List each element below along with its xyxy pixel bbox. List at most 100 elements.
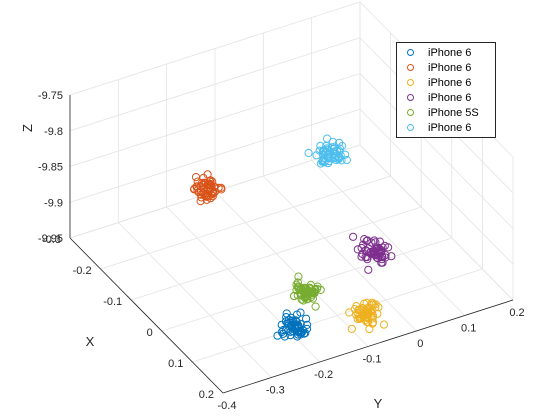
data-point — [312, 151, 321, 160]
data-point — [370, 250, 379, 259]
data-point — [372, 244, 381, 253]
data-point — [365, 325, 374, 334]
legend-label: iPhone 6 — [428, 46, 472, 59]
data-point — [201, 189, 210, 198]
data-point — [384, 243, 393, 252]
data-point — [379, 320, 389, 329]
data-point — [279, 325, 288, 335]
data-point — [207, 190, 216, 199]
legend-label: iPhone 6 — [428, 91, 472, 104]
data-points — [190, 134, 396, 341]
y-axis-line — [222, 299, 514, 394]
data-point — [327, 143, 336, 152]
x-tick-label: -0.2 — [73, 265, 92, 277]
data-point — [293, 278, 302, 287]
data-point — [321, 147, 331, 156]
data-point — [296, 286, 305, 295]
legend-label: iPhone 6 — [428, 76, 472, 89]
y-tick-label: -0.1 — [363, 354, 382, 366]
data-point — [363, 307, 372, 316]
y-tick-label: -0.2 — [314, 369, 333, 381]
data-point — [359, 240, 368, 249]
data-point — [387, 252, 396, 261]
series-2 — [190, 170, 226, 206]
data-point — [361, 246, 370, 255]
data-point — [363, 255, 372, 264]
data-point — [277, 320, 286, 329]
data-point — [330, 144, 339, 153]
data-point — [292, 322, 302, 331]
x-axis-line — [69, 237, 224, 394]
series-5 — [289, 272, 325, 311]
grid-line-wall-x-z — [69, 108, 361, 203]
data-point — [369, 318, 378, 327]
grid-line-wall-x-z — [69, 1, 361, 96]
z-tick-label: -9.9 — [44, 197, 63, 209]
data-point — [288, 318, 297, 327]
data-point — [300, 329, 309, 338]
x-tick-label: -0.3 — [42, 234, 61, 246]
data-point — [294, 284, 303, 293]
grid-line-wall-y-z — [359, 73, 514, 229]
legend-label: iPhone 6 — [428, 121, 472, 134]
series-1 — [273, 308, 312, 341]
y-tick-label: 0 — [417, 338, 423, 350]
data-point — [378, 258, 387, 267]
data-point — [319, 146, 328, 155]
legend-entry: iPhone 6 — [397, 60, 495, 75]
data-point — [202, 195, 211, 204]
legend-entry: iPhone 6 — [397, 120, 495, 135]
data-point — [360, 235, 369, 244]
x-tick-label: 0 — [147, 327, 153, 339]
legend-marker-icon — [407, 64, 414, 71]
grid-line-wall-y-z — [359, 144, 514, 301]
data-point — [347, 324, 356, 333]
grid-line-wall-x-z — [69, 73, 361, 167]
series-4 — [349, 232, 396, 274]
data-point — [367, 238, 376, 247]
data-point — [353, 245, 362, 254]
z-axis-label: Z — [20, 124, 35, 132]
data-point — [311, 302, 320, 311]
data-point — [364, 265, 373, 274]
z-tick-label: -9.85 — [38, 162, 63, 174]
data-point — [334, 155, 343, 164]
grid-line-floor-y — [118, 222, 272, 378]
legend-entry: iPhone 6 — [397, 75, 495, 90]
data-point — [302, 314, 311, 323]
x-tick-label: 0.2 — [199, 389, 214, 401]
series-6 — [304, 134, 351, 168]
data-point — [214, 183, 223, 192]
data-point — [196, 197, 205, 206]
data-point — [308, 288, 317, 298]
data-point — [302, 324, 312, 334]
grid-line-floor-y — [263, 175, 417, 332]
data-point — [206, 179, 215, 188]
data-point — [296, 328, 305, 337]
data-point — [322, 141, 331, 151]
data-point — [296, 308, 305, 317]
z-tick-label: -9.8 — [44, 126, 63, 138]
y-tick-label: 0.1 — [461, 323, 476, 335]
legend-marker-icon — [407, 109, 414, 116]
data-point — [217, 183, 226, 192]
data-point — [294, 272, 303, 281]
legend-marker-icon — [407, 49, 414, 56]
data-point — [286, 327, 295, 336]
x-tick-label: -0.1 — [103, 296, 122, 308]
legend: iPhone 6 iPhone 6 iPhone 6 iPhone 6 iPhone 5… — [396, 42, 496, 138]
data-point — [308, 294, 317, 303]
data-point — [381, 251, 390, 260]
x-axis-label: X — [86, 334, 95, 349]
legend-entry: iPhone 6 — [397, 90, 495, 105]
grid-line-floor-y — [166, 206, 320, 363]
legend-marker-icon — [407, 79, 414, 86]
data-point — [322, 134, 332, 143]
grid-line-floor-y — [214, 191, 369, 347]
data-point — [349, 232, 358, 241]
data-point — [342, 156, 351, 165]
data-point — [374, 303, 383, 312]
data-point — [366, 307, 375, 316]
legend-label: iPhone 5S — [428, 106, 479, 119]
